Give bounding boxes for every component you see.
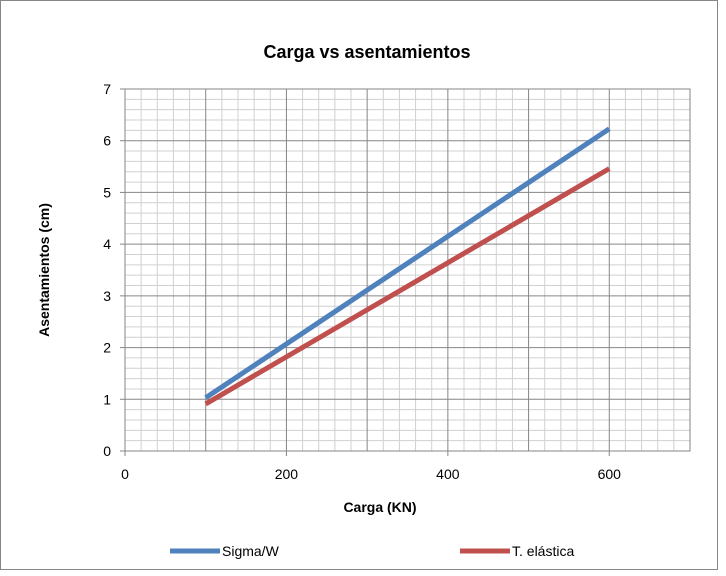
series-line-sigma-w [204,126,611,400]
y-tick-label: 1 [103,391,111,407]
legend: Sigma/W T. elástica [170,543,574,559]
y-tick-label: 7 [103,81,111,97]
x-axis-ticks: 0 200 400 600 [121,451,621,482]
y-tick-label: 5 [103,184,111,200]
y-axis-title: Asentamientos (cm) [36,203,52,337]
series-line-t-elastica [204,166,611,407]
x-tick-label: 600 [598,466,622,482]
series-lines [204,126,611,407]
legend-label: T. elástica [512,543,574,559]
plot-area-border [124,88,691,452]
y-tick-label: 6 [103,133,111,149]
legend-label: Sigma/W [222,543,280,559]
x-tick-label: 400 [436,466,460,482]
y-tick-label: 3 [103,288,111,304]
y-tick-label: 0 [103,443,111,459]
x-axis-title: Carga (KN) [343,499,416,515]
y-tick-label: 4 [103,236,111,252]
x-tick-label: 0 [121,466,129,482]
x-tick-label: 200 [275,466,299,482]
chart-border [0,0,718,570]
y-axis-ticks: 0 1 2 3 4 5 6 7 [103,81,125,459]
chart-title: Carga vs asentamientos [263,42,470,62]
y-tick-label: 2 [103,340,111,356]
